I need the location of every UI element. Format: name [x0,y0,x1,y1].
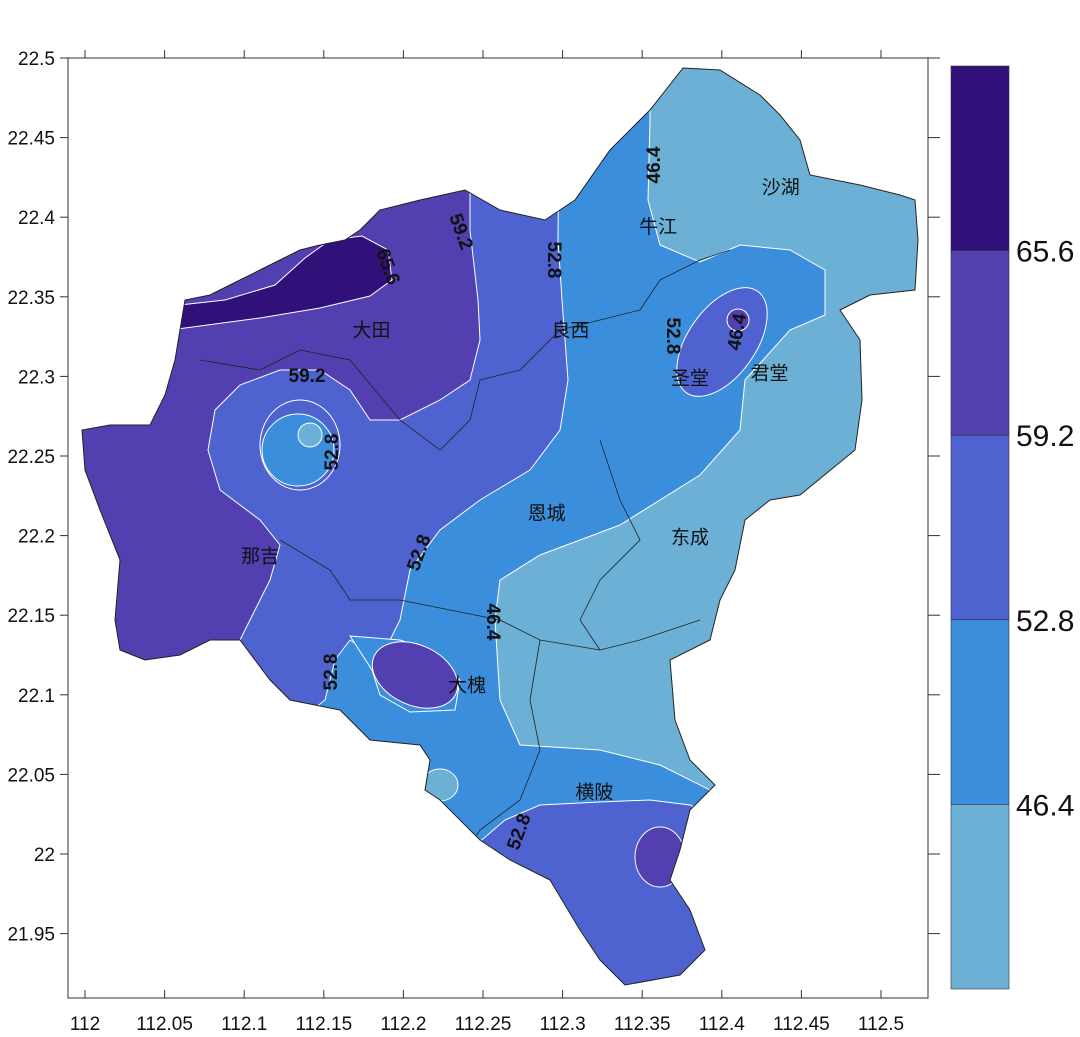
place-label: 恩城 [528,503,566,525]
contour-value-label: 52.8 [662,318,683,355]
x-tick-label: 112.4 [699,1014,746,1035]
y-tick-label: 22.05 [7,765,55,786]
colorbar: 65.6 59.2 52.8 46.4 [950,65,1074,990]
place-label: 东成 [671,527,709,549]
contour-value-label: 59.2 [289,366,326,387]
place-label: 圣堂 [671,367,709,389]
y-tick-label: 22.1 [18,686,55,707]
x-tick-label: 112.5 [858,1014,904,1035]
band-59-65-east [726,308,750,332]
y-tick-label: 22.4 [18,208,55,229]
band-59-65-dahuai [371,641,459,709]
contour-value-label: 46.4 [644,146,665,183]
colorbar-label: 46.4 [1016,789,1074,822]
band-above-65 [169,235,393,331]
colorbar-swatch [950,804,1010,990]
colorbar-swatch [950,65,1010,251]
x-tick-label: 112.2 [380,1014,426,1035]
place-label: 那吉 [241,546,279,568]
x-tick-label: 112.05 [136,1014,193,1035]
contour-labels: 65.659.252.846.459.252.852.846.452.846.4… [289,146,752,853]
x-tick-label: 112.3 [540,1014,586,1035]
place-label: 大田 [353,320,391,342]
y-axis: 22.5 22.45 22.4 22.35 22.3 22.25 22.2 22.15 22.1… [7,49,940,946]
y-tick-label: 22.2 [18,527,55,548]
y-tick-label: 22.5 [18,49,55,70]
x-axis: 112 112.05 112.1 112.15 112.2 112.25 112.3 112.… [70,50,904,1035]
x-tick-label: 112.45 [773,1014,830,1035]
x-tick-label: 112.35 [614,1014,671,1035]
colorbar-label: 59.2 [1016,420,1074,453]
x-tick-label: 112.25 [455,1014,512,1035]
town-boundaries-2 [279,539,701,651]
region-outline [81,67,919,986]
contour-value-label: 52.8 [543,242,564,279]
place-label: 横陂 [575,781,613,803]
y-tick-label: 22 [34,845,55,866]
town-boundaries-4 [579,439,641,651]
y-tick-label: 22.45 [7,129,55,150]
y-tick-label: 21.95 [7,925,55,946]
colorbar-swatch [950,250,1010,436]
y-tick-label: 22.15 [7,606,55,627]
x-tick-label: 112 [70,1014,100,1035]
band-below-46-center [297,422,323,448]
place-label: 大槐 [448,675,486,697]
colorbar-label: 65.6 [1016,236,1074,269]
colorbar-label: 52.8 [1016,605,1074,638]
colorbar-swatch [950,619,1010,805]
x-tick-label: 112.15 [295,1014,352,1035]
place-label: 君堂 [751,363,789,385]
town-boundaries-3 [459,639,541,861]
contour-value-label: 52.8 [322,434,343,471]
place-label: 牛江 [639,216,677,238]
y-tick-label: 22.3 [18,367,55,388]
contour-value-label: 46.4 [482,604,503,641]
x-tick-label: 112.1 [221,1014,267,1035]
colorbar-swatch [950,434,1010,621]
contour-value-label: 52.8 [321,654,342,691]
y-tick-label: 22.25 [7,447,55,468]
place-label: 沙湖 [762,176,800,198]
place-label: 良西 [552,320,590,342]
y-tick-label: 22.35 [7,288,55,309]
town-boundaries [199,249,731,451]
